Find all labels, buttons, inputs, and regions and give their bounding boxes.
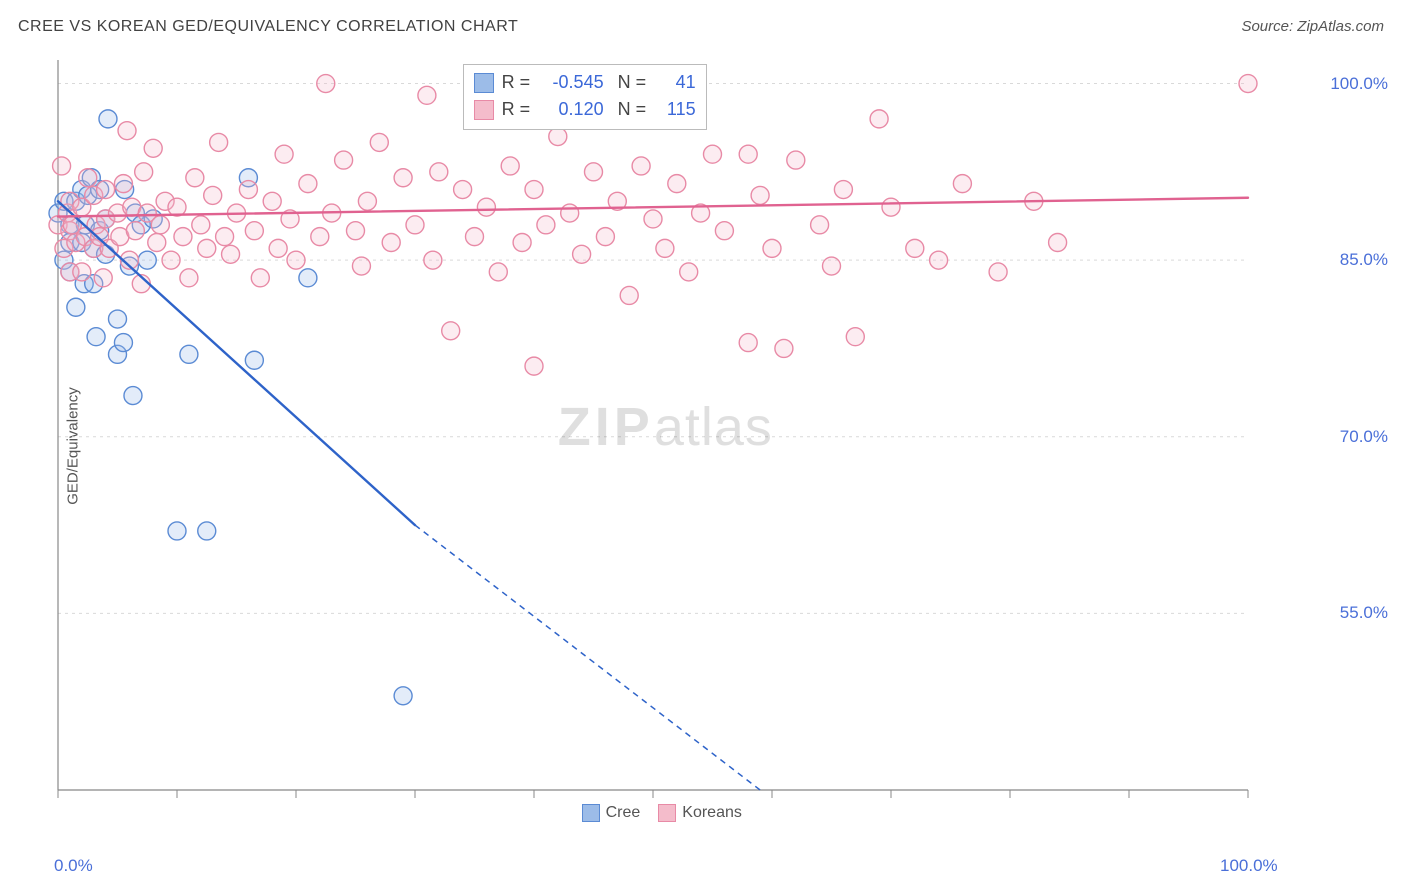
y-tick-label: 85.0% <box>1340 250 1388 270</box>
legend-label: Cree <box>606 804 641 822</box>
stats-row: R = 0.120 N = 115 <box>474 96 696 123</box>
stats-row: R = -0.545 N = 41 <box>474 69 696 96</box>
stats-n-value: 115 <box>660 96 696 123</box>
stats-n-value: 41 <box>660 69 696 96</box>
stats-swatch <box>474 73 494 93</box>
legend-swatch <box>658 804 676 822</box>
legend-swatch <box>582 804 600 822</box>
stats-swatch <box>474 100 494 120</box>
chart-svg <box>48 50 1328 830</box>
y-tick-label: 100.0% <box>1330 74 1388 94</box>
stats-r-label: R = <box>502 69 536 96</box>
chart-title: CREE VS KOREAN GED/EQUIVALENCY CORRELATI… <box>18 18 518 36</box>
x-tick-left: 0.0% <box>54 856 93 876</box>
y-tick-label: 70.0% <box>1340 427 1388 447</box>
plot-area <box>48 50 1328 830</box>
legend-bottom: Cree Koreans <box>582 804 742 822</box>
stats-legend: R = -0.545 N = 41 R = 0.120 N = 115 <box>463 64 707 130</box>
legend-item: Koreans <box>658 804 742 822</box>
x-tick-right: 100.0% <box>1220 856 1278 876</box>
stats-n-label: N = <box>618 96 652 123</box>
stats-n-label: N = <box>618 69 652 96</box>
source-label: Source: ZipAtlas.com <box>1241 18 1384 35</box>
legend-item: Cree <box>582 804 641 822</box>
y-tick-label: 55.0% <box>1340 603 1388 623</box>
stats-r-value: 0.120 <box>544 96 604 123</box>
legend-label: Koreans <box>682 804 742 822</box>
stats-r-value: -0.545 <box>544 69 604 96</box>
stats-r-label: R = <box>502 96 536 123</box>
